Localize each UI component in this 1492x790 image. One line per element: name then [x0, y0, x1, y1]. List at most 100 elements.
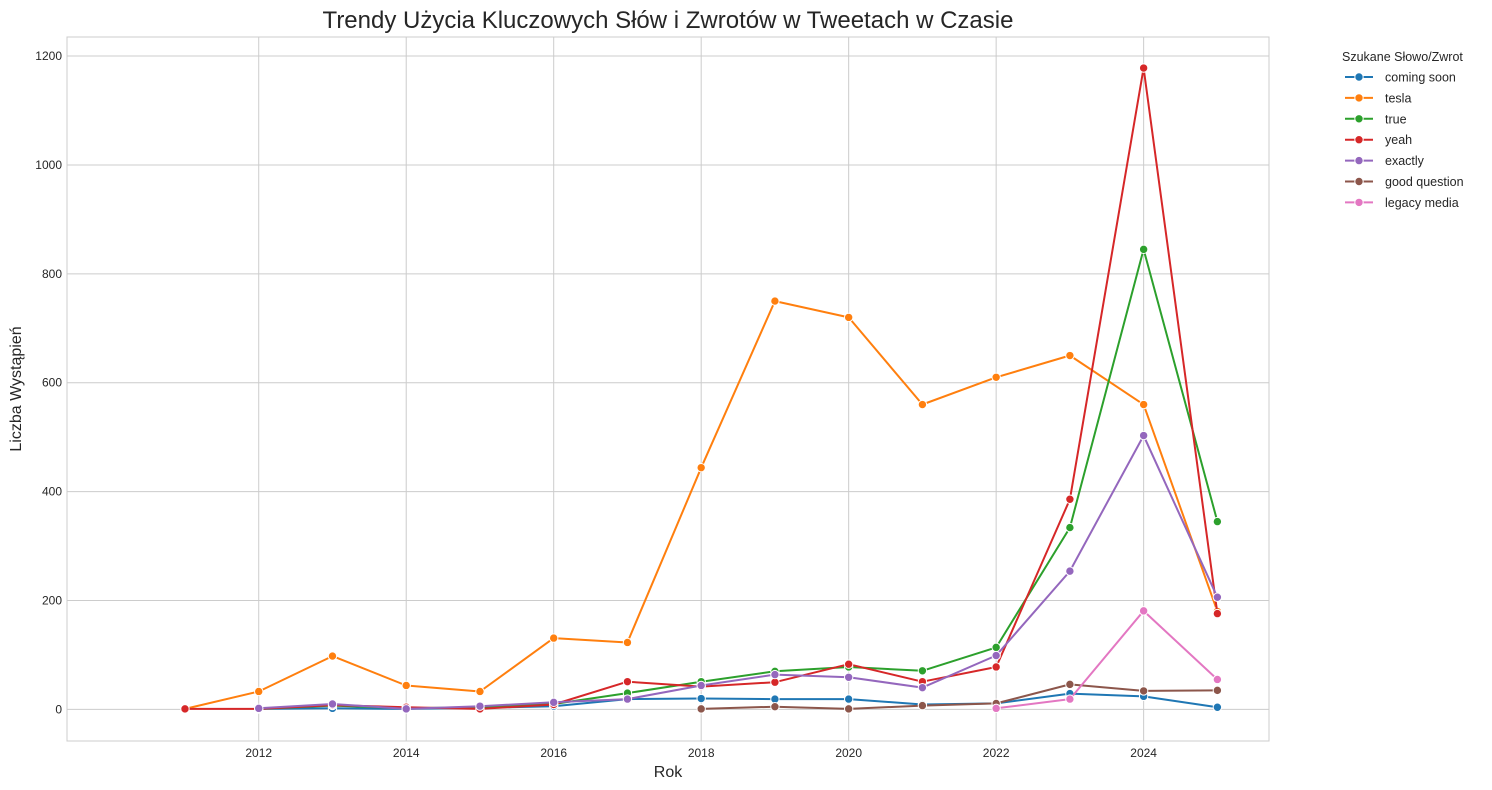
data-point — [1138, 430, 1149, 441]
data-point — [843, 704, 854, 714]
data-point — [917, 700, 928, 711]
legend-item-good-question: good question — [1345, 175, 1464, 189]
x-tick-label: 2016 — [540, 746, 567, 760]
data-point — [1138, 244, 1149, 255]
data-point — [843, 672, 854, 682]
legend-marker — [1354, 114, 1364, 124]
data-point — [1212, 674, 1223, 685]
data-point — [327, 651, 338, 661]
legend-item-yeah: yeah — [1345, 133, 1412, 147]
x-tick-label: 2012 — [245, 746, 272, 760]
data-point — [696, 704, 706, 714]
series-good-question — [696, 679, 1223, 714]
legend-label: coming soon — [1385, 71, 1456, 85]
data-point — [1212, 592, 1223, 602]
legend-marker — [1354, 155, 1364, 166]
y-tick-label: 1200 — [35, 49, 62, 63]
data-point — [475, 686, 485, 697]
series-group — [180, 63, 1223, 714]
data-point — [1212, 608, 1223, 619]
legend-items: coming soon tesla true yeah exactly good ques… — [1345, 71, 1464, 210]
data-point — [991, 372, 1001, 382]
data-point — [1065, 694, 1075, 704]
data-point — [991, 662, 1001, 672]
x-tick-label: 2024 — [1130, 746, 1157, 760]
data-point — [991, 650, 1001, 661]
y-axis-label: Liczba Wystąpień — [8, 326, 25, 451]
data-point — [1065, 494, 1075, 504]
data-point — [622, 694, 633, 704]
grid — [67, 37, 1269, 741]
data-point — [401, 704, 411, 714]
legend-item-legacy-media: legacy media — [1345, 196, 1459, 210]
data-point — [254, 703, 264, 714]
y-tick-label: 600 — [42, 376, 62, 390]
legend-marker — [1354, 135, 1364, 145]
legend-marker — [1354, 176, 1364, 187]
x-tick-label: 2020 — [835, 746, 862, 760]
y-axis-ticks: 0 200 400 600 800 1000 1200 — [35, 49, 62, 716]
legend-marker — [1354, 93, 1364, 103]
data-point — [770, 296, 780, 306]
legend-label: yeah — [1385, 133, 1412, 147]
data-point — [696, 693, 706, 704]
data-point — [991, 703, 1001, 714]
data-point — [917, 399, 928, 410]
legend-item-tesla: tesla — [1345, 91, 1411, 105]
data-point — [1138, 686, 1149, 696]
data-point — [991, 642, 1001, 653]
data-point — [843, 659, 854, 669]
series-true — [254, 244, 1223, 714]
legend-item-coming-soon: coming soon — [1345, 71, 1456, 85]
series-line-good-question — [701, 683, 1218, 710]
legend-marker — [1354, 197, 1364, 208]
data-point — [696, 462, 706, 473]
data-point — [696, 680, 706, 691]
data-point — [1138, 606, 1149, 616]
plot-frame — [66, 36, 1270, 742]
legend-item-exactly: exactly — [1345, 154, 1425, 168]
y-tick-label: 800 — [42, 267, 62, 281]
data-point — [254, 686, 264, 697]
series-exactly — [254, 430, 1223, 714]
data-point — [475, 701, 485, 711]
data-point — [327, 699, 338, 709]
legend: Szukane Słowo/Zwrot coming soon tesla true… — [1342, 50, 1464, 210]
chart-title: Trendy Użycia Kluczowych Słów i Zwrotów … — [323, 7, 1014, 34]
data-point — [1212, 516, 1223, 527]
data-point — [843, 312, 854, 323]
legend-title: Szukane Słowo/Zwrot — [1342, 50, 1463, 64]
data-point — [1065, 522, 1075, 533]
y-tick-label: 1000 — [35, 158, 62, 172]
data-point — [770, 669, 780, 680]
y-tick-label: 200 — [42, 594, 62, 608]
x-tick-label: 2018 — [688, 746, 715, 760]
series-line-exactly — [258, 434, 1219, 710]
x-tick-label: 2014 — [393, 746, 420, 760]
data-point — [622, 676, 633, 687]
legend-label: true — [1385, 112, 1407, 126]
legend-label: exactly — [1385, 154, 1425, 168]
data-point — [401, 680, 411, 691]
data-point — [917, 682, 928, 693]
data-point — [1065, 350, 1075, 361]
data-point — [917, 666, 928, 676]
data-point — [843, 694, 854, 704]
legend-label: tesla — [1385, 91, 1411, 105]
x-tick-label: 2022 — [983, 746, 1010, 760]
data-point — [1065, 679, 1075, 690]
data-point — [180, 704, 190, 714]
data-point — [548, 697, 559, 708]
legend-marker — [1354, 72, 1364, 82]
x-axis-label: Rok — [654, 764, 683, 781]
y-tick-label: 0 — [55, 702, 62, 716]
legend-label: good question — [1385, 175, 1464, 189]
series-legacy-media — [991, 606, 1223, 714]
data-point — [1212, 685, 1223, 696]
data-point — [622, 637, 633, 648]
data-point — [1065, 566, 1075, 576]
legend-item-true: true — [1345, 112, 1407, 126]
data-point — [1212, 702, 1223, 712]
data-point — [770, 701, 780, 712]
